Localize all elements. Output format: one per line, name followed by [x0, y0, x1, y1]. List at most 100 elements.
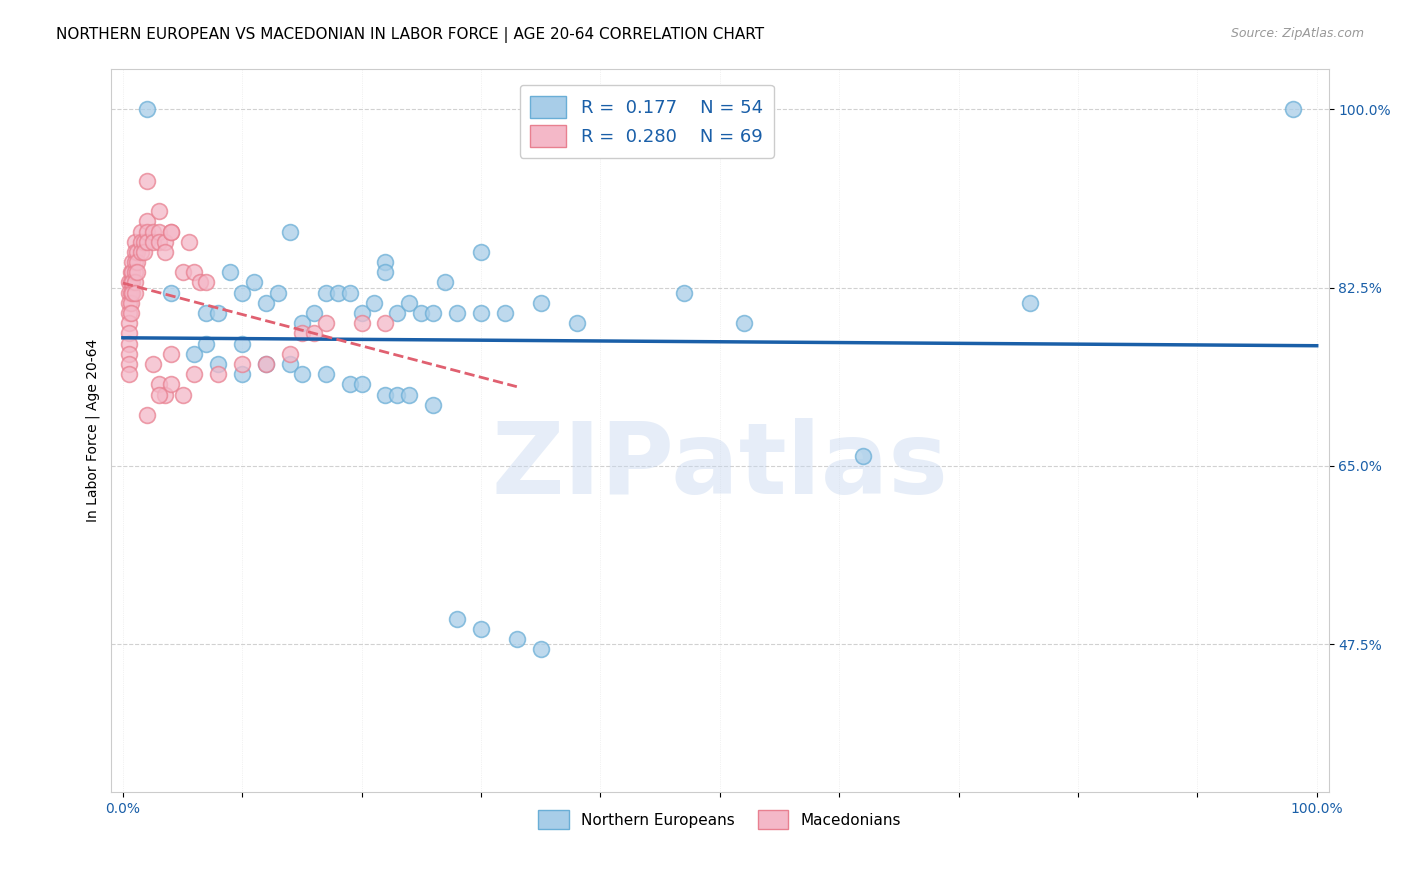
Point [120, 306, 142, 320]
Point [672, 285, 695, 300]
Point [733, 316, 755, 330]
Point [148, 225, 170, 239]
Point [129, 235, 152, 249]
Point [195, 306, 218, 320]
Point [135, 225, 157, 239]
Point [302, 326, 325, 341]
Point [434, 276, 457, 290]
Point [153, 387, 176, 401]
Point [129, 244, 152, 259]
Point [565, 316, 588, 330]
Point [374, 265, 396, 279]
Point [278, 357, 301, 371]
Point [183, 347, 205, 361]
Point [134, 244, 156, 259]
Point [142, 235, 165, 249]
Text: ZIPatlas: ZIPatlas [491, 418, 948, 515]
Point [159, 225, 181, 239]
Point [315, 285, 337, 300]
Point [339, 377, 361, 392]
Point [387, 387, 409, 401]
Point [118, 276, 141, 290]
Legend: Northern Europeans, Macedonians: Northern Europeans, Macedonians [533, 804, 907, 835]
Point [470, 622, 492, 636]
Point [278, 347, 301, 361]
Point [207, 357, 229, 371]
Point [159, 377, 181, 392]
Point [446, 612, 468, 626]
Point [124, 235, 146, 249]
Point [302, 306, 325, 320]
Point [118, 368, 141, 382]
Point [411, 306, 433, 320]
Point [135, 103, 157, 117]
Point [530, 642, 553, 657]
Y-axis label: In Labor Force | Age 20-64: In Labor Force | Age 20-64 [86, 339, 100, 522]
Point [135, 173, 157, 187]
Point [195, 336, 218, 351]
Point [506, 632, 529, 647]
Point [159, 225, 181, 239]
Point [446, 306, 468, 320]
Point [118, 326, 141, 341]
Point [387, 306, 409, 320]
Point [118, 285, 141, 300]
Point [121, 255, 143, 269]
Point [153, 235, 176, 249]
Point [148, 377, 170, 392]
Point [148, 235, 170, 249]
Point [159, 285, 181, 300]
Point [231, 336, 253, 351]
Point [120, 265, 142, 279]
Text: Source: ZipAtlas.com: Source: ZipAtlas.com [1230, 27, 1364, 40]
Point [278, 225, 301, 239]
Point [172, 265, 194, 279]
Point [1019, 296, 1042, 310]
Point [254, 296, 277, 310]
Point [121, 276, 143, 290]
Point [470, 244, 492, 259]
Point [422, 306, 444, 320]
Point [207, 368, 229, 382]
Point [118, 347, 141, 361]
Point [127, 244, 149, 259]
Point [124, 285, 146, 300]
Point [291, 368, 314, 382]
Point [120, 296, 142, 310]
Point [1282, 103, 1305, 117]
Point [254, 357, 277, 371]
Point [118, 296, 141, 310]
Point [207, 306, 229, 320]
Point [118, 316, 141, 330]
Point [118, 357, 141, 371]
Point [148, 204, 170, 219]
Point [852, 449, 875, 463]
Point [315, 368, 337, 382]
Point [374, 255, 396, 269]
Point [291, 326, 314, 341]
Point [315, 316, 337, 330]
Point [127, 265, 149, 279]
Point [124, 265, 146, 279]
Point [530, 296, 553, 310]
Point [118, 306, 141, 320]
Point [398, 387, 420, 401]
Point [120, 276, 142, 290]
Point [172, 387, 194, 401]
Point [422, 398, 444, 412]
Point [124, 255, 146, 269]
Point [148, 387, 170, 401]
Point [124, 244, 146, 259]
Point [219, 265, 242, 279]
Point [350, 316, 373, 330]
Point [159, 347, 181, 361]
Point [374, 387, 396, 401]
Point [134, 235, 156, 249]
Point [135, 214, 157, 228]
Point [120, 285, 142, 300]
Point [129, 225, 152, 239]
Point [135, 235, 157, 249]
Point [231, 285, 253, 300]
Point [231, 368, 253, 382]
Text: NORTHERN EUROPEAN VS MACEDONIAN IN LABOR FORCE | AGE 20-64 CORRELATION CHART: NORTHERN EUROPEAN VS MACEDONIAN IN LABOR… [56, 27, 765, 43]
